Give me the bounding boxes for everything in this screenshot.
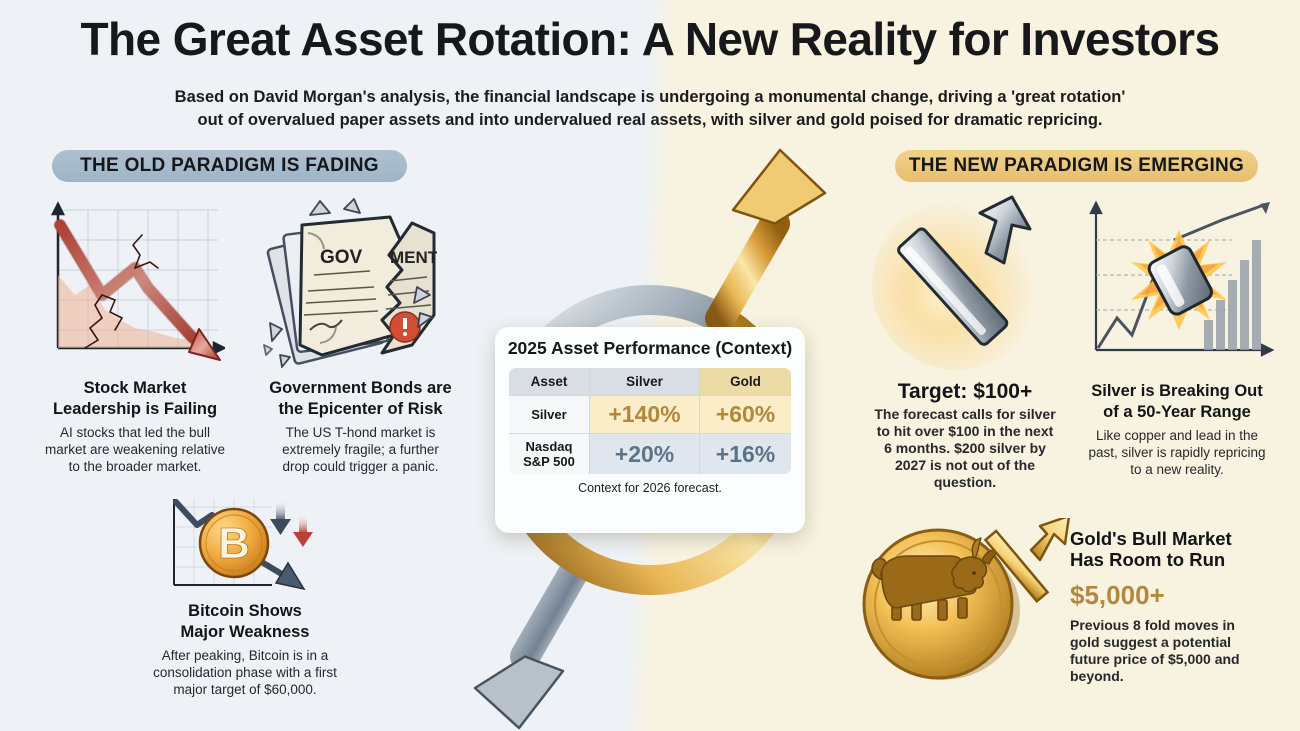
svg-text:GOV: GOV bbox=[320, 247, 363, 268]
svg-text:B: B bbox=[218, 519, 250, 568]
